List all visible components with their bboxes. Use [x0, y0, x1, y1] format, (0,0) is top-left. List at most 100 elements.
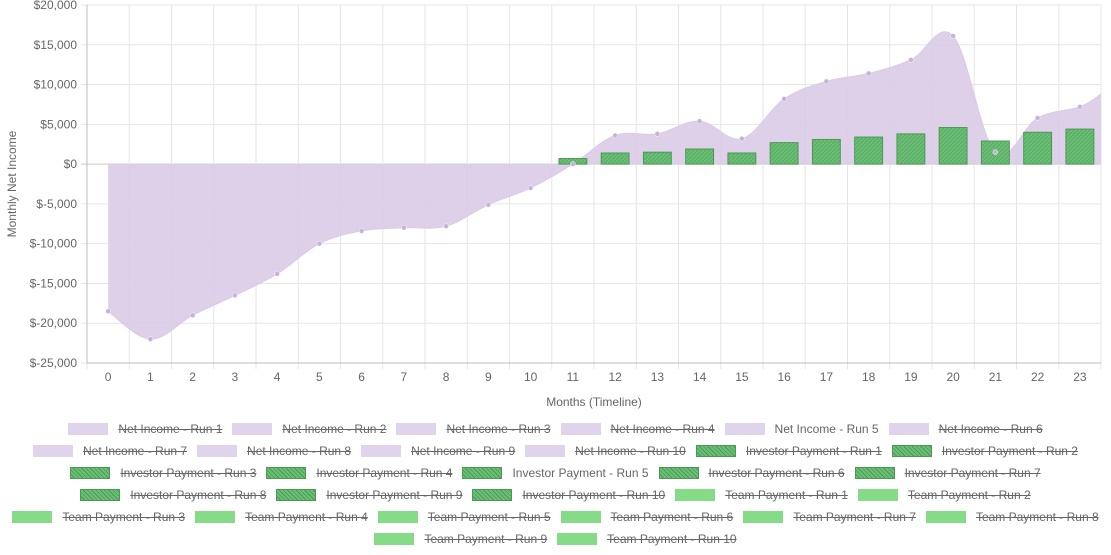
x-tick-label: 2 — [189, 370, 196, 384]
net-income-point[interactable] — [992, 149, 999, 155]
legend-swatch — [560, 511, 601, 523]
legend-item[interactable]: Net Income - Run 3 — [396, 422, 551, 436]
net-income-point[interactable] — [147, 336, 154, 342]
y-axis-title: Monthly Net Income — [5, 130, 19, 237]
legend-item[interactable]: Investor Payment - Run 8 — [80, 488, 266, 502]
legend-swatch — [266, 467, 307, 479]
legend-label: Team Payment - Run 2 — [907, 488, 1031, 502]
legend-swatch — [33, 445, 73, 457]
legend-item[interactable]: Net Income - Run 2 — [232, 422, 386, 436]
net-income-point[interactable] — [232, 292, 238, 299]
legend-item[interactable]: Team Payment - Run 6 — [560, 510, 733, 524]
legend-item[interactable]: Investor Payment - Run 7 — [854, 466, 1041, 480]
legend-item[interactable]: Team Payment - Run 5 — [377, 510, 551, 524]
net-income-point[interactable] — [189, 312, 196, 319]
legend-item[interactable]: Investor Payment - Run 4 — [266, 466, 452, 480]
net-income-point[interactable] — [739, 135, 745, 142]
investor-payment-bar[interactable] — [1023, 131, 1053, 165]
legend-item[interactable]: Net Income - Run 9 — [361, 444, 515, 458]
legend-item[interactable]: Investor Payment - Run 3 — [70, 466, 256, 480]
net-income-point[interactable] — [570, 161, 576, 167]
legend-item[interactable]: Net Income - Run 6 — [888, 422, 1043, 436]
net-income-point[interactable] — [908, 57, 914, 63]
net-income-point[interactable] — [781, 96, 787, 102]
legend-label: Net Income - Run 7 — [83, 444, 188, 458]
net-income-point[interactable] — [612, 132, 618, 139]
legend-item[interactable]: Investor Payment - Run 1 — [695, 444, 882, 458]
net-income-point[interactable] — [1077, 104, 1083, 110]
legend-label: Net Income - Run 4 — [610, 422, 715, 436]
investor-payment-bar[interactable] — [854, 136, 884, 165]
legend-label: Team Payment - Run 3 — [62, 510, 186, 524]
legend-swatch — [70, 467, 111, 479]
legend-swatch — [80, 489, 121, 501]
legend-item[interactable]: Net Income - Run 10 — [525, 444, 686, 458]
legend-item[interactable]: Team Payment - Run 8 — [925, 510, 1099, 524]
legend-label: Team Payment - Run 1 — [725, 488, 848, 502]
x-tick-label: 4 — [274, 370, 281, 384]
investor-payment-bar[interactable] — [938, 127, 968, 165]
legend-label: Team Payment - Run 4 — [245, 510, 368, 524]
legend-label: Net Income - Run 9 — [411, 444, 516, 458]
legend-item[interactable]: Investor Payment - Run 5 — [462, 466, 649, 480]
x-tick-label: 10 — [524, 370, 538, 384]
y-tick-label: $-10,000 — [30, 237, 78, 251]
net-income-point[interactable] — [654, 131, 661, 137]
legend-item[interactable]: Net Income - Run 8 — [197, 444, 351, 458]
net-income-point[interactable] — [485, 201, 492, 208]
net-income-point[interactable] — [527, 185, 534, 191]
net-income-point[interactable] — [696, 118, 703, 124]
legend-item[interactable]: Net Income - Run 5 — [724, 422, 879, 436]
investor-payment-bar[interactable] — [642, 151, 672, 165]
net-income-point[interactable] — [950, 33, 956, 39]
legend-item[interactable]: Team Payment - Run 9 — [374, 532, 547, 546]
investor-payment-bar[interactable] — [1065, 128, 1095, 165]
legend-label: Investor Payment - Run 5 — [512, 466, 649, 480]
legend-label: Investor Payment - Run 2 — [941, 444, 1078, 458]
net-income-point[interactable] — [105, 308, 111, 315]
legend-item[interactable]: Investor Payment - Run 9 — [276, 488, 462, 502]
chart-canvas: $20,000 $15,000 $10,000 $5,000 $0 $-5,000 $-10… — [5, 0, 1102, 409]
legend-label: Investor Payment - Run 10 — [522, 488, 666, 502]
investor-payment-bar[interactable] — [769, 142, 799, 165]
legend-item[interactable]: Net Income - Run 7 — [33, 444, 187, 458]
legend-swatch — [658, 467, 699, 479]
legend-item[interactable]: Team Payment - Run 3 — [12, 510, 185, 524]
investor-payment-bar[interactable] — [600, 152, 630, 165]
legend-label: Investor Payment - Run 4 — [316, 466, 453, 480]
legend-item[interactable]: Team Payment - Run 4 — [195, 510, 368, 524]
investor-payment-bar[interactable] — [685, 148, 715, 165]
legend-item[interactable]: Team Payment - Run 2 — [857, 488, 1031, 502]
x-tick-label: 8 — [443, 370, 450, 384]
net-income-point[interactable] — [1034, 115, 1041, 121]
net-income-point[interactable] — [358, 228, 365, 234]
legend-label: Net Income - Run 5 — [774, 422, 879, 436]
legend-item[interactable]: Net Income - Run 1 — [68, 422, 222, 436]
legend-item[interactable]: Investor Payment - Run 6 — [658, 466, 845, 480]
legend-swatch — [12, 511, 53, 523]
legend-swatch — [525, 445, 566, 457]
legend-label: Team Payment - Run 10 — [607, 532, 737, 546]
investor-payment-bar[interactable] — [896, 133, 926, 165]
legend-item[interactable]: Net Income - Run 4 — [560, 422, 715, 436]
net-income-point[interactable] — [401, 225, 407, 231]
legend-label: Team Payment - Run 7 — [793, 510, 916, 524]
net-income-point[interactable] — [823, 78, 830, 85]
legend-item[interactable]: Investor Payment - Run 10 — [472, 488, 665, 502]
legend-swatch — [854, 467, 895, 479]
net-income-point[interactable] — [316, 240, 323, 247]
y-tick-label: $-20,000 — [30, 316, 78, 330]
legend-label: Team Payment - Run 9 — [424, 532, 548, 546]
legend-item[interactable]: Team Payment - Run 10 — [557, 532, 737, 546]
investor-payment-bar[interactable] — [727, 152, 757, 165]
legend-row: Net Income - Run 1 Net Income - Run 2 Net … — [0, 418, 1111, 440]
legend-item[interactable]: Team Payment - Run 7 — [743, 510, 916, 524]
legend-item[interactable]: Team Payment - Run 1 — [675, 488, 848, 502]
legend-swatch — [891, 445, 932, 457]
net-income-point[interactable] — [443, 223, 449, 229]
net-income-point[interactable] — [865, 70, 872, 77]
x-tick-label: 19 — [904, 370, 918, 384]
net-income-point[interactable] — [274, 271, 280, 277]
legend-item[interactable]: Investor Payment - Run 2 — [891, 444, 1078, 458]
investor-payment-bar[interactable] — [811, 138, 841, 165]
